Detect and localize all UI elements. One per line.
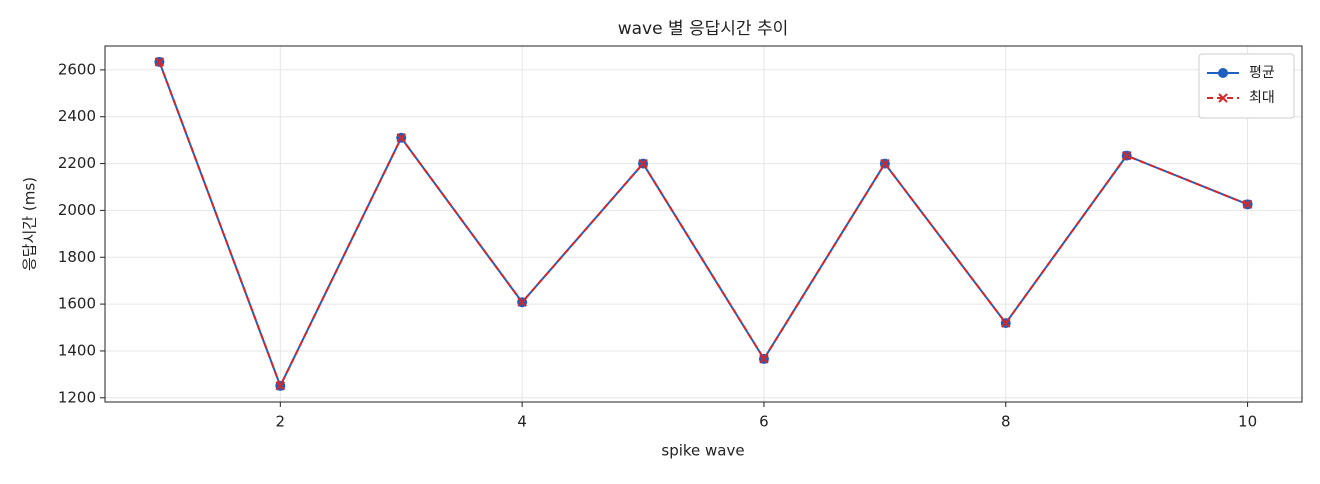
- y-tick-label: 1800: [58, 248, 96, 266]
- point: [517, 297, 527, 307]
- point: [1121, 150, 1132, 161]
- x-tick-label: 10: [1238, 413, 1257, 431]
- point: [638, 158, 648, 169]
- x-tick-label: 6: [759, 413, 769, 431]
- point: [275, 381, 286, 391]
- series-line: [158, 61, 1248, 389]
- legend-marker: [1218, 68, 1228, 78]
- legend-label: 평균: [1249, 65, 1275, 81]
- point: [1001, 318, 1011, 328]
- legend-label: 최대: [1249, 90, 1275, 106]
- y-tick-label: 2600: [58, 60, 96, 78]
- y-tick-label: 2000: [58, 201, 96, 219]
- y-tick-label: 1200: [58, 388, 96, 406]
- x-tick-label: 2: [276, 413, 286, 431]
- legend-frame: [1198, 53, 1295, 119]
- x-axis-label: spike wave: [661, 442, 744, 460]
- point: [154, 57, 165, 67]
- point: [1242, 199, 1253, 210]
- point: [759, 354, 769, 364]
- x-tick-label: 4: [517, 413, 527, 431]
- chart-title: wave 별 응답시간 추이: [618, 19, 789, 39]
- point: [396, 133, 406, 143]
- legend-marker: [1218, 93, 1228, 103]
- y-axis-label: 응답시간 (ms): [21, 177, 39, 271]
- point: [880, 158, 890, 169]
- y-tick-label: 2200: [58, 154, 96, 172]
- x-tick-label: 8: [1001, 413, 1011, 431]
- plot-frame: [104, 45, 1303, 403]
- y-tick-label: 1600: [58, 295, 96, 313]
- y-tick-label: 1400: [58, 341, 96, 359]
- series-line: [158, 61, 1248, 389]
- y-tick-label: 2400: [58, 107, 96, 125]
